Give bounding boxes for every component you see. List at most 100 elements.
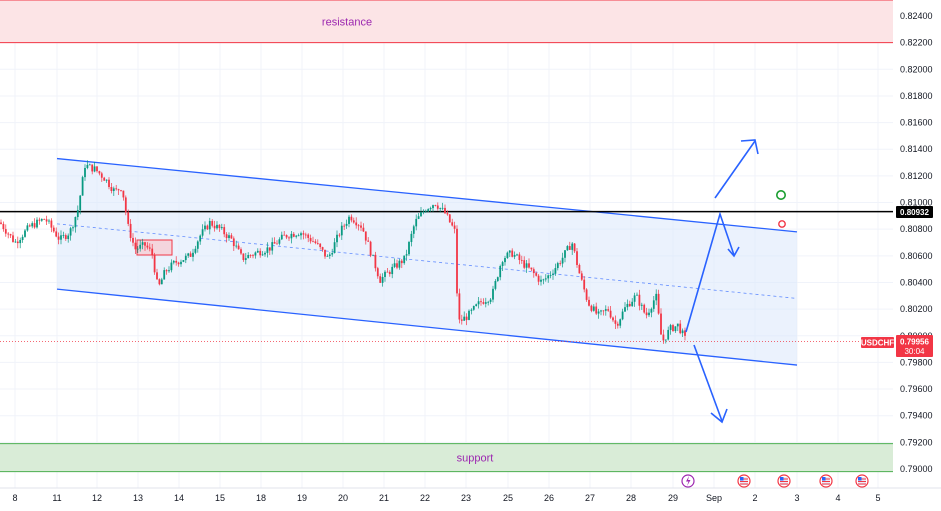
- candle-body: [175, 260, 178, 263]
- candle-body: [4, 229, 7, 234]
- candle-body: [357, 225, 360, 227]
- candle-body: [487, 301, 490, 303]
- time-tick-label: 29: [668, 493, 678, 503]
- candle-body: [362, 227, 365, 232]
- candle-body: [312, 241, 314, 243]
- symbol-badge-text: USDCHF: [861, 339, 894, 348]
- candle-body: [280, 234, 283, 240]
- candle-body: [213, 225, 216, 229]
- price-badge-text: 0.79956: [900, 338, 929, 347]
- candle-body: [420, 212, 422, 217]
- candle-body: [21, 236, 24, 240]
- candle-body: [679, 323, 682, 334]
- candle-body: [134, 242, 137, 250]
- event-icon-flag[interactable]: [737, 474, 751, 488]
- event-icon-flag[interactable]: [855, 474, 869, 488]
- candle-body: [28, 225, 31, 227]
- arrow-down[interactable]: [693, 344, 728, 424]
- candle-body: [206, 225, 209, 230]
- candle-body: [84, 167, 86, 178]
- candle-body: [268, 247, 271, 251]
- time-tick-label: 5: [875, 493, 880, 503]
- price-tick-label: 0.80800: [900, 224, 933, 234]
- channel-upper-line[interactable]: [56, 157, 798, 233]
- price-axis[interactable]: [893, 0, 941, 488]
- candle-body: [564, 250, 566, 258]
- candle-body: [43, 219, 46, 220]
- candle-body: [48, 220, 50, 222]
- candle-body: [81, 177, 84, 196]
- candle-body: [484, 302, 487, 304]
- candle-body: [19, 239, 22, 244]
- event-icons[interactable]: [681, 474, 869, 488]
- candle-body: [103, 177, 106, 181]
- event-icon-flag[interactable]: [819, 474, 833, 488]
- price-tick-label: 0.81400: [900, 144, 933, 154]
- candle-body: [249, 255, 252, 256]
- candle-body: [434, 205, 437, 206]
- candle-body: [499, 266, 502, 278]
- candle-body: [218, 224, 221, 229]
- candle-body: [343, 225, 346, 227]
- event-icon-flag[interactable]: [777, 474, 791, 488]
- candle-body: [345, 223, 348, 226]
- candles: [0, 160, 686, 344]
- arrow-up[interactable]: [685, 139, 759, 333]
- candle-body: [369, 241, 372, 256]
- candle-body: [304, 234, 307, 236]
- channel-lower-line[interactable]: [56, 288, 798, 366]
- candle-body: [144, 242, 146, 246]
- candle-body: [124, 197, 127, 213]
- candle-body: [410, 233, 413, 243]
- candle-body: [33, 223, 36, 228]
- candle-body: [180, 261, 182, 265]
- candle-body: [540, 279, 542, 282]
- candle-body: [14, 241, 17, 243]
- candle-body: [412, 226, 415, 234]
- candle-body: [283, 234, 286, 236]
- candle-body: [12, 235, 14, 242]
- candle-body: [177, 262, 180, 265]
- red-circle[interactable]: [778, 220, 786, 228]
- time-tick-label: 3: [794, 493, 799, 503]
- candle-body: [151, 248, 154, 255]
- resistance-label: resistance: [322, 16, 372, 28]
- green-circle[interactable]: [775, 190, 786, 201]
- candle-body: [631, 301, 634, 307]
- candle-body: [199, 235, 202, 242]
- time-axis[interactable]: [0, 488, 941, 511]
- candle-body: [393, 263, 396, 267]
- candle-body: [9, 234, 12, 236]
- candle-body: [477, 301, 480, 305]
- price-tick-label: 0.81200: [900, 171, 933, 181]
- price-tick-label: 0.79600: [900, 384, 933, 394]
- candle-body: [429, 208, 432, 210]
- candle-body: [408, 242, 410, 255]
- channel-fill: [57, 158, 797, 366]
- resistance-zone[interactable]: [0, 0, 893, 43]
- candle-body: [62, 235, 65, 236]
- price-tick-label: 0.80200: [900, 304, 933, 314]
- candle-body: [153, 254, 156, 273]
- candle-body: [600, 310, 602, 312]
- candle-body: [98, 171, 101, 174]
- candle-body: [384, 271, 386, 277]
- event-icon-lightning[interactable]: [681, 474, 695, 488]
- candle-body: [391, 266, 394, 275]
- price-badge: [896, 335, 933, 357]
- candle-body: [441, 207, 444, 209]
- candle-body: [316, 243, 319, 244]
- candle-body: [597, 311, 600, 314]
- candle-body: [129, 223, 132, 238]
- candle-body: [264, 252, 266, 255]
- support-zone[interactable]: [0, 443, 893, 472]
- candle-body: [374, 254, 377, 269]
- candle-body: [388, 271, 391, 275]
- candle-body: [432, 205, 434, 209]
- candle-body: [609, 310, 612, 318]
- candle-body: [396, 263, 398, 268]
- candle-body: [189, 253, 192, 257]
- candle-body: [105, 179, 108, 181]
- candle-body: [352, 220, 355, 223]
